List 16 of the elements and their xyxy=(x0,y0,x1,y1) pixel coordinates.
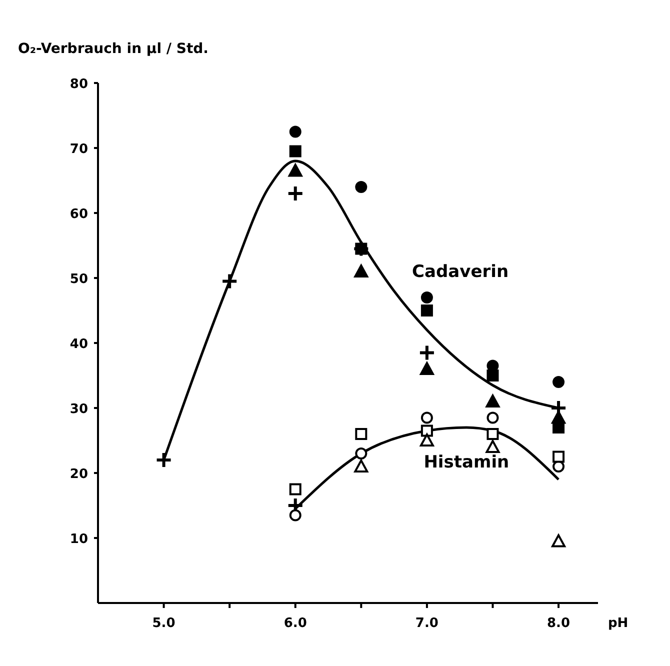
x-tick-label: 6.0 xyxy=(284,616,307,631)
series-label: Cadaverin xyxy=(412,262,509,282)
y-tick-label: 40 xyxy=(70,337,88,352)
y-tick-label: 80 xyxy=(70,77,88,92)
y-tick-label: 30 xyxy=(70,402,88,417)
x-tick-label: 5.0 xyxy=(152,616,176,631)
y-tick-label: 50 xyxy=(70,272,88,287)
y-tick-label: 60 xyxy=(70,207,88,222)
x-tick-label: 8.0 xyxy=(547,616,570,631)
x-tick-label: 7.0 xyxy=(415,616,438,631)
y-tick-label: 70 xyxy=(70,142,88,157)
series-label: Histamin xyxy=(424,452,510,472)
y-tick-label: 10 xyxy=(70,532,88,547)
y-tick-label: 20 xyxy=(70,467,88,482)
y-axis-title: O₂-Verbrauch in µl / Std. xyxy=(18,41,208,57)
x-axis-title: pH xyxy=(608,616,628,631)
